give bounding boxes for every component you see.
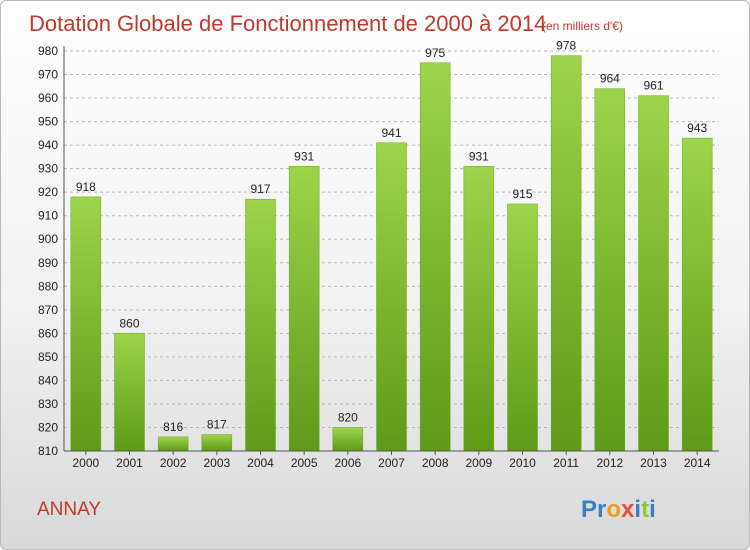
bar-2009 <box>463 166 495 452</box>
x-tick-label: 2004 <box>247 456 274 470</box>
bars: 918 860 816 817 917 931 820 941 975 931 915 978 964 9… <box>70 39 713 452</box>
y-tick-label: 830 <box>38 397 58 411</box>
y-tick-label: 880 <box>38 279 58 293</box>
y-tick-label: 850 <box>38 350 58 364</box>
data-label-2002: 816 <box>163 420 183 434</box>
logo-letter: i <box>649 496 656 523</box>
logo-letter: i <box>634 496 641 523</box>
y-tick-label: 950 <box>38 115 58 129</box>
data-label-2000: 918 <box>76 180 96 194</box>
data-label-2012: 964 <box>600 72 620 86</box>
logo-letter: r <box>597 496 606 523</box>
x-tick-label: 2005 <box>291 456 318 470</box>
bar-2002 <box>157 436 189 452</box>
bar-2011 <box>550 55 582 452</box>
x-tick-label: 2014 <box>684 456 711 470</box>
logo-letter: t <box>641 496 649 523</box>
bar-2006 <box>332 427 364 452</box>
y-tick-label: 890 <box>38 256 58 270</box>
y-tick-label: 980 <box>38 44 58 58</box>
y-tick-label: 920 <box>38 185 58 199</box>
data-label-2001: 860 <box>119 316 139 330</box>
bar-2008 <box>419 62 451 452</box>
data-label-2010: 915 <box>512 187 532 201</box>
x-tick-label: 2002 <box>160 456 187 470</box>
bar-2013 <box>638 95 669 452</box>
y-tick-label: 960 <box>38 91 58 105</box>
bar-2001 <box>114 333 145 452</box>
x-tick-label: 2008 <box>422 456 449 470</box>
x-tick-label: 2000 <box>72 456 99 470</box>
data-label-2013: 961 <box>643 79 663 93</box>
bar-2010 <box>507 203 538 452</box>
data-label-2005: 931 <box>294 149 314 163</box>
y-tick-label: 910 <box>38 209 58 223</box>
x-tick-label: 2009 <box>465 456 492 470</box>
data-label-2003: 817 <box>207 418 227 432</box>
y-tick-label: 870 <box>38 303 58 317</box>
bar-2012 <box>594 88 626 452</box>
data-label-2014: 943 <box>687 121 707 135</box>
y-tick-label: 930 <box>38 162 58 176</box>
bar-2003 <box>201 434 233 452</box>
bar-2004 <box>245 198 276 452</box>
bar-2014 <box>681 137 713 452</box>
y-tick-label: 810 <box>38 444 58 458</box>
bar-2007 <box>376 142 407 452</box>
data-label-2007: 941 <box>381 126 401 140</box>
grid-lines <box>64 50 719 452</box>
data-label-2008: 975 <box>425 46 445 60</box>
x-tick-label: 2003 <box>203 456 230 470</box>
y-tick-label: 940 <box>38 138 58 152</box>
x-tick-label: 2007 <box>378 456 405 470</box>
x-axis: 2000 2001 2002 2003 2004 2005 2006 2007 2008 2009… <box>64 450 719 470</box>
data-label-2004: 917 <box>250 182 270 196</box>
x-tick-label: 2001 <box>116 456 143 470</box>
logo-letter: x <box>621 496 635 523</box>
proxiti-logo: Proxiti <box>581 496 656 523</box>
y-tick-label: 840 <box>38 373 58 387</box>
x-tick-label: 2012 <box>596 456 623 470</box>
x-tick-label: 2011 <box>553 456 579 470</box>
y-tick-label: 820 <box>38 420 58 434</box>
logo-letter: o <box>606 496 621 523</box>
data-label-2006: 820 <box>338 410 358 424</box>
y-tick-label: 860 <box>38 326 58 340</box>
commune-name: ANNAY <box>37 499 101 520</box>
bar-2005 <box>288 166 320 452</box>
chart-subtitle: (en milliers d'€) <box>542 19 623 33</box>
data-label-2011: 978 <box>556 39 576 53</box>
y-tick-label: 970 <box>38 68 58 82</box>
x-tick-label: 2010 <box>509 456 536 470</box>
x-tick-label: 2013 <box>640 456 667 470</box>
y-tick-label: 900 <box>38 232 58 246</box>
bar-2000 <box>70 196 102 452</box>
chart-title: Dotation Globale de Fonctionnement de 20… <box>29 11 546 36</box>
y-axis: 810 820 830 840 850 860 870 880 890 900 910 920 930 9… <box>38 44 65 458</box>
x-tick-label: 2006 <box>334 456 361 470</box>
logo-letter: P <box>581 496 597 523</box>
data-label-2009: 931 <box>469 149 489 163</box>
